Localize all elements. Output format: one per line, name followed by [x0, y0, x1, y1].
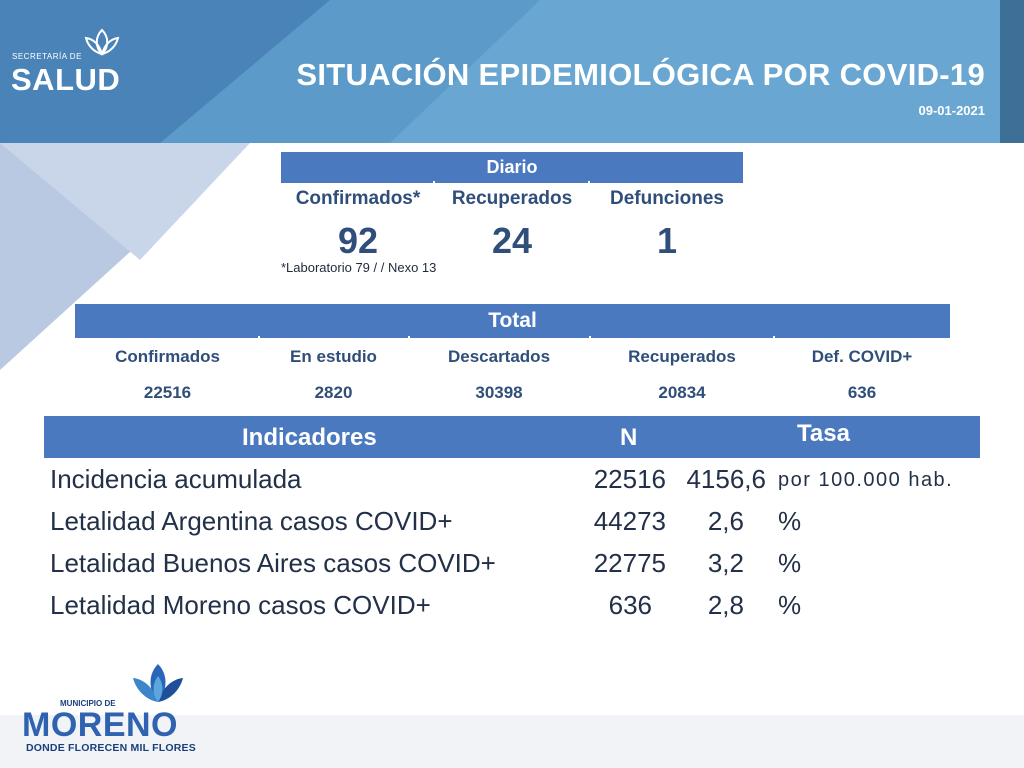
total-label-recuperados: Recuperados [628, 347, 736, 366]
total-separator [589, 336, 591, 342]
total-label-descartados: Descartados [447, 347, 551, 366]
total-value-en-estudio: 2820 [314, 383, 353, 402]
indicadores-col-tasa: Tasa [797, 420, 850, 447]
indicador-name: Incidencia acumulada [50, 464, 302, 494]
diario-value-confirmados: 92 [337, 220, 379, 261]
indicador-unit: % [778, 548, 802, 578]
total-label-confirmados: Confirmados [115, 347, 220, 366]
lotus-flower-icon [84, 28, 120, 56]
indicador-tasa: 4156,6 [686, 464, 766, 494]
diario-separator [433, 181, 435, 187]
diario-title: Diario [486, 157, 538, 177]
moreno-logo-small-text: MUNICIPIO DE [60, 699, 116, 708]
report-date: 09-01-2021 [918, 103, 986, 118]
total-value-confirmados: 22516 [143, 383, 192, 402]
salud-logo-text: SALUD [11, 62, 121, 97]
salud-logo-small-text: SECRETARÍA DE [12, 52, 82, 61]
indicador-unit: % [778, 590, 802, 620]
indicador-name: Letalidad Argentina casos COVID+ [50, 506, 453, 536]
indicador-tasa: 2,8 [707, 590, 744, 620]
total-value-recuperados: 20834 [658, 383, 706, 402]
diario-label-recuperados: Recuperados [451, 188, 573, 209]
indicadores-header-bar [44, 416, 980, 458]
diario-value-defunciones: 1 [656, 220, 678, 261]
diario-value-recuperados: 24 [491, 220, 533, 261]
diario-footnote: *Laboratorio 79 / / Nexo 13 [281, 260, 437, 275]
total-value-descartados: 30398 [475, 383, 523, 402]
total-title: Total [488, 309, 537, 332]
indicador-n: 22775 [593, 548, 666, 578]
flower-icon [133, 664, 183, 702]
total-separator [258, 336, 260, 342]
moreno-logo-tagline: DONDE FLORECEN MIL FLORES [26, 742, 196, 754]
total-value-def-covid: 636 [847, 383, 877, 402]
indicadores-col-n: N [620, 424, 638, 451]
indicador-n: 44273 [593, 506, 666, 536]
diario-separator [588, 181, 590, 187]
indicador-tasa: 2,6 [707, 506, 744, 536]
indicador-name: Letalidad Moreno casos COVID+ [50, 590, 431, 620]
diario-label-defunciones: Defunciones [609, 188, 725, 209]
indicador-name: Letalidad Buenos Aires casos COVID+ [50, 548, 496, 578]
total-separator [408, 336, 410, 342]
indicador-tasa: 3,2 [707, 548, 744, 578]
page-title: SITUACIÓN EPIDEMIOLÓGICA POR COVID-19 [296, 57, 985, 92]
diario-label-confirmados: Confirmados* [295, 188, 421, 209]
total-header-bar: Total [75, 304, 950, 338]
indicador-n: 22516 [593, 464, 666, 494]
indicador-unit: % [778, 506, 802, 536]
indicador-n: 636 [608, 590, 652, 620]
diario-header-bar: Diario [281, 152, 743, 183]
total-label-def-covid: Def. COVID+ [811, 347, 913, 366]
indicadores-col-name: Indicadores [242, 424, 377, 451]
total-label-en-estudio: En estudio [290, 347, 377, 366]
moreno-logo-text: MORENO [22, 706, 178, 744]
total-separator [773, 336, 775, 342]
indicador-unit: por 100.000 hab. [778, 469, 954, 491]
